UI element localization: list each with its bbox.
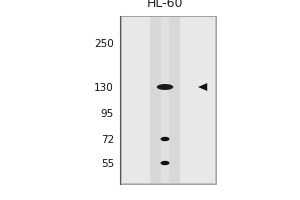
Polygon shape [198,83,207,91]
Text: HL-60: HL-60 [147,0,183,10]
Text: 55: 55 [101,159,114,169]
Ellipse shape [160,161,169,165]
Text: 130: 130 [94,83,114,93]
Ellipse shape [160,137,169,141]
Ellipse shape [157,84,173,90]
Bar [122,17,214,183]
Text: 95: 95 [101,109,114,119]
Bar [161,17,169,183]
Bar [150,17,180,183]
Bar [120,16,216,184]
Text: 72: 72 [101,135,114,145]
Text: 250: 250 [94,39,114,49]
